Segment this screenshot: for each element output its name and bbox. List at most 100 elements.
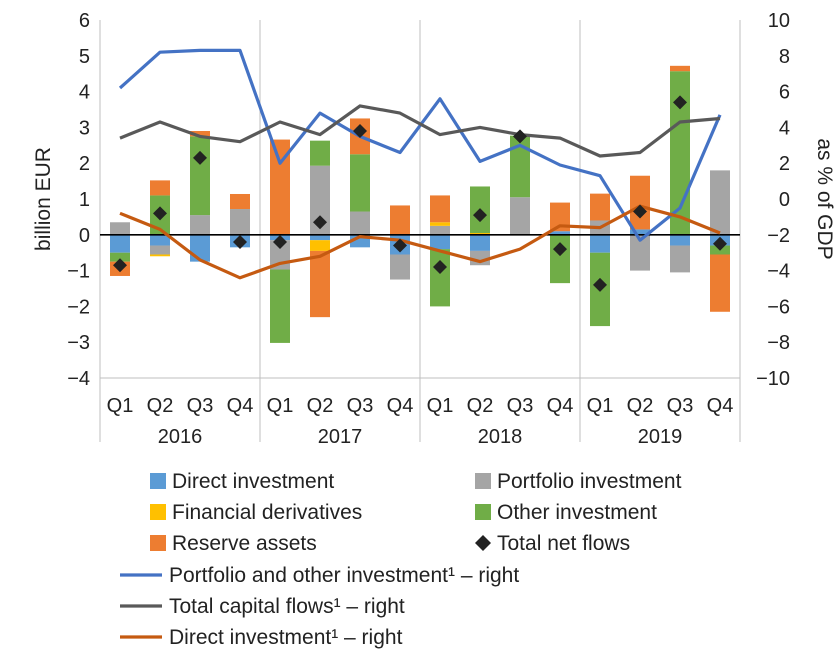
bar-reserve-assets — [670, 65, 690, 72]
left-tick-label: 3 — [79, 117, 90, 139]
line-direct-investment-right — [119, 204, 721, 280]
left-tick-label: 6 — [79, 10, 90, 32]
bar-portfolio-investment — [230, 209, 250, 235]
quarter-label: Q4 — [707, 395, 734, 417]
total-net-flows-marker — [713, 236, 727, 251]
right-tick-label: −10 — [756, 368, 790, 390]
total-net-flows-marker — [193, 150, 207, 165]
total-net-flows-marker — [233, 234, 247, 249]
bar-other-investment — [350, 154, 370, 212]
bar-financial-derivatives — [310, 240, 330, 251]
total-net-flows-marker — [673, 95, 687, 110]
left-tick-label: 2 — [79, 153, 90, 175]
y2-axis-title: as % of GDP — [813, 138, 836, 259]
legend-label: Direct investment¹ – right — [169, 626, 403, 649]
left-tick-label: 0 — [79, 225, 90, 247]
bar-direct-investment — [110, 234, 130, 253]
total-net-flows-marker — [433, 260, 447, 275]
bar-reserve-assets — [590, 193, 610, 221]
y-axis-title: billion EUR — [32, 147, 55, 251]
bar-reserve-assets — [270, 139, 290, 235]
total-net-flows-marker — [553, 242, 567, 257]
legend-swatch — [150, 504, 166, 520]
bar-direct-investment — [190, 234, 210, 262]
bar-portfolio-investment — [430, 225, 450, 235]
left-tick-label: 1 — [79, 189, 90, 211]
bar-direct-investment — [150, 234, 170, 246]
legend-label: Portfolio investment — [497, 470, 682, 493]
legend-label: Total net flows — [497, 532, 630, 555]
right-tick-label: 6 — [779, 82, 790, 104]
quarter-label: Q2 — [307, 395, 334, 417]
bar-financial-derivatives — [430, 222, 450, 226]
bar-portfolio-investment — [390, 254, 410, 280]
left-tick-label: 5 — [79, 46, 90, 68]
bar-portfolio-investment — [310, 165, 330, 235]
gridlines — [99, 20, 741, 442]
line-total-capital-flows-right — [119, 104, 721, 158]
bar-portfolio-investment — [710, 170, 730, 235]
bar-reserve-assets — [150, 180, 170, 196]
total-net-flows-marker — [393, 238, 407, 253]
total-net-flows-marker — [313, 215, 327, 230]
left-tick-label: −2 — [67, 296, 90, 318]
bar-other-investment — [190, 136, 210, 216]
total-net-flows-marker — [153, 206, 167, 221]
bar-reserve-assets — [230, 193, 250, 210]
total-net-flows-marker — [473, 208, 487, 223]
right-tick-label: −8 — [767, 332, 790, 354]
bar-direct-investment — [630, 229, 650, 235]
bar-other-investment — [310, 140, 330, 166]
bar-other-investment — [550, 234, 570, 284]
left-tick-label: −1 — [67, 261, 90, 283]
bar-portfolio-investment — [510, 197, 530, 235]
bar-reserve-assets — [630, 175, 650, 230]
bar-direct-investment — [590, 234, 610, 253]
year-label: 2019 — [638, 426, 683, 448]
right-tick-label: 10 — [768, 10, 790, 32]
bar-reserve-assets — [310, 250, 330, 318]
legend-diamond — [475, 535, 491, 551]
total-net-flows-marker — [353, 123, 367, 138]
bar-reserve-assets — [190, 130, 210, 137]
right-tick-label: 0 — [779, 189, 790, 211]
bar-reserve-assets — [430, 195, 450, 223]
bar-direct-investment — [310, 234, 330, 241]
legend-label: Reserve assets — [172, 532, 317, 555]
total-net-flows-marker — [273, 234, 287, 249]
quarter-label: Q3 — [507, 395, 534, 417]
left-tick-label: −4 — [67, 368, 90, 390]
left-tick-label: −3 — [67, 332, 90, 354]
total-net-flows-marker — [513, 129, 527, 144]
bar-portfolio-investment — [670, 245, 690, 273]
total-net-flows-marker — [633, 204, 647, 219]
quarter-label: Q4 — [547, 395, 574, 417]
quarter-label: Q2 — [467, 395, 494, 417]
legend: Direct investment Portfolio investment Fin… — [120, 470, 682, 649]
bar-portfolio-investment — [630, 234, 650, 271]
quarter-label: Q4 — [387, 395, 414, 417]
quarter-label: Q3 — [667, 395, 694, 417]
legend-label: Other investment — [497, 501, 657, 524]
legend-label: Total capital flows¹ – right — [169, 595, 405, 618]
right-tick-label: 4 — [779, 117, 790, 139]
quarter-label: Q1 — [107, 395, 134, 417]
quarter-label: Q2 — [627, 395, 654, 417]
bar-other-investment — [430, 249, 450, 307]
bar-direct-investment — [470, 234, 490, 251]
year-label: 2016 — [158, 426, 203, 448]
quarter-label: Q2 — [147, 395, 174, 417]
bar-reserve-assets — [550, 202, 570, 232]
bar-reserve-assets — [710, 254, 730, 312]
legend-swatch — [150, 535, 166, 551]
legend-swatch — [475, 504, 491, 520]
quarter-label: Q3 — [347, 395, 374, 417]
legend-label: Portfolio and other investment¹ – right — [169, 564, 519, 587]
quarter-label: Q1 — [427, 395, 454, 417]
legend-swatch — [150, 473, 166, 489]
year-label: 2018 — [478, 426, 523, 448]
bar-direct-investment — [670, 234, 690, 246]
legend-label: Direct investment — [172, 470, 334, 493]
